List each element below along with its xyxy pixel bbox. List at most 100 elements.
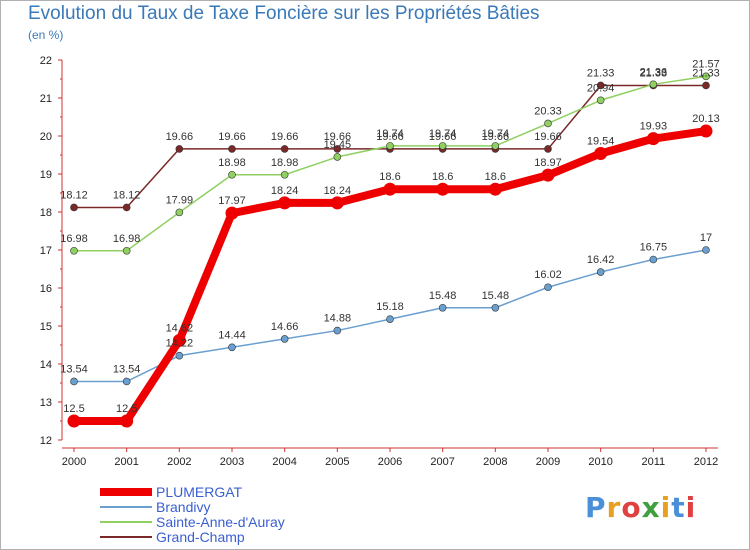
data-point (594, 146, 608, 160)
axes: 12 13 14 15 16 17 18 19 20 21 22 2000 2001 2002 2003 20… (40, 55, 718, 468)
data-label: 19.66 (166, 131, 194, 143)
x-tick-label: 2001 (114, 456, 138, 468)
data-point (228, 145, 236, 153)
data-point (649, 80, 658, 89)
legend-entry: PLUMERGAT (156, 484, 243, 500)
data-label: 20.13 (692, 113, 720, 125)
data-label: 19.66 (218, 131, 246, 143)
legend-entry: Sainte-Anne-d'Auray (156, 514, 285, 530)
data-label: 14.62 (166, 322, 194, 334)
y-tick-label: 22 (40, 55, 52, 67)
logo-letter: i (660, 491, 672, 524)
y-tick-label: 14 (40, 359, 52, 371)
logo-letter: t (671, 491, 686, 524)
data-label: 21.36 (640, 66, 668, 78)
series-lines (67, 72, 713, 428)
data-label: 19.74 (429, 128, 457, 140)
data-label: 18.6 (485, 171, 506, 183)
y-tick-label: 12 (40, 435, 52, 447)
y-tick-label: 15 (40, 321, 52, 333)
data-label: 17 (700, 232, 712, 244)
data-point (280, 145, 289, 153)
data-label: 21.33 (640, 67, 668, 79)
x-tick-label: 2003 (220, 456, 244, 468)
data-point (646, 132, 660, 146)
data-point (436, 182, 450, 196)
data-label: 16.75 (640, 242, 668, 254)
data-label: 21.57 (692, 58, 720, 70)
legend: PLUMERGATBrandivySainte-Anne-d'AurayGran… (100, 484, 285, 545)
data-point (70, 203, 78, 212)
data-label: 12.5 (63, 403, 84, 415)
x-tick-label: 2007 (430, 456, 454, 468)
x-tick-label: 2000 (62, 456, 86, 468)
data-label: 15.18 (376, 301, 404, 313)
y-tick-label: 20 (40, 131, 52, 143)
data-point (280, 335, 289, 343)
data-label: 13.54 (60, 363, 88, 375)
data-label: 16.98 (113, 233, 141, 245)
y-tick-label: 16 (40, 283, 52, 295)
data-label: 15.48 (482, 290, 510, 302)
data-label: 18.12 (60, 189, 88, 201)
data-point (386, 315, 394, 323)
data-point (386, 142, 394, 150)
data-point (280, 170, 289, 179)
data-point (330, 196, 344, 210)
data-label: 14.66 (271, 321, 299, 333)
data-label: 18.24 (271, 185, 299, 197)
data-point (228, 170, 236, 179)
data-point (225, 206, 239, 220)
data-point (491, 142, 500, 150)
data-point (544, 119, 552, 128)
data-point (228, 343, 236, 352)
data-label: 19.93 (640, 121, 668, 133)
data-label: 18.6 (379, 171, 400, 183)
proxiti-logo: Proxiti (585, 491, 696, 524)
legend-entry: Brandivy (156, 499, 210, 515)
logo-letter: r (606, 491, 622, 524)
data-point (122, 246, 131, 255)
data-label: 17.99 (166, 194, 194, 206)
data-label: 12.5 (116, 403, 137, 415)
data-point (70, 246, 78, 255)
x-tick-label: 2009 (536, 456, 560, 468)
x-tick-label: 2011 (642, 456, 666, 468)
data-label: 18.98 (271, 157, 299, 169)
logo-letter: P (585, 491, 607, 524)
data-label: 18.98 (218, 157, 246, 169)
data-point (699, 124, 713, 138)
data-label: 21.33 (692, 67, 720, 79)
data-label: 16.02 (534, 269, 562, 281)
data-point (596, 268, 605, 276)
chart-title: Evolution du Taux de Taxe Foncière sur l… (28, 3, 540, 24)
data-label: 18.97 (534, 157, 562, 169)
x-tick-label: 2004 (272, 456, 296, 468)
logo-letter: o (621, 491, 642, 524)
data-point (333, 326, 342, 335)
data-point (702, 246, 710, 254)
series-line-sainte-anne-d-auray (74, 75, 707, 252)
data-point (702, 72, 710, 81)
data-label: 20.94 (587, 82, 615, 94)
data-labels: 18.12 18.12 19.66 19.66 19.66 19.66 19.66 19.66… (60, 58, 720, 415)
data-label: 14.44 (218, 329, 246, 341)
data-point (122, 377, 131, 386)
data-label: 19.66 (429, 131, 457, 143)
data-label: 15.48 (429, 290, 457, 302)
y-tick-label: 13 (40, 397, 52, 409)
data-label: 21.33 (587, 67, 615, 79)
data-label: 14.22 (166, 338, 194, 350)
data-label: 14.88 (324, 313, 352, 325)
data-label: 18.24 (324, 185, 352, 197)
data-point (544, 283, 552, 292)
data-point (491, 303, 500, 312)
logo-letter: x (641, 491, 661, 524)
data-label: 16.42 (587, 254, 615, 266)
data-label: 19.66 (482, 131, 510, 143)
data-label: 19.45 (324, 139, 352, 151)
data-point (333, 153, 342, 161)
x-tick-label: 2008 (483, 456, 507, 468)
